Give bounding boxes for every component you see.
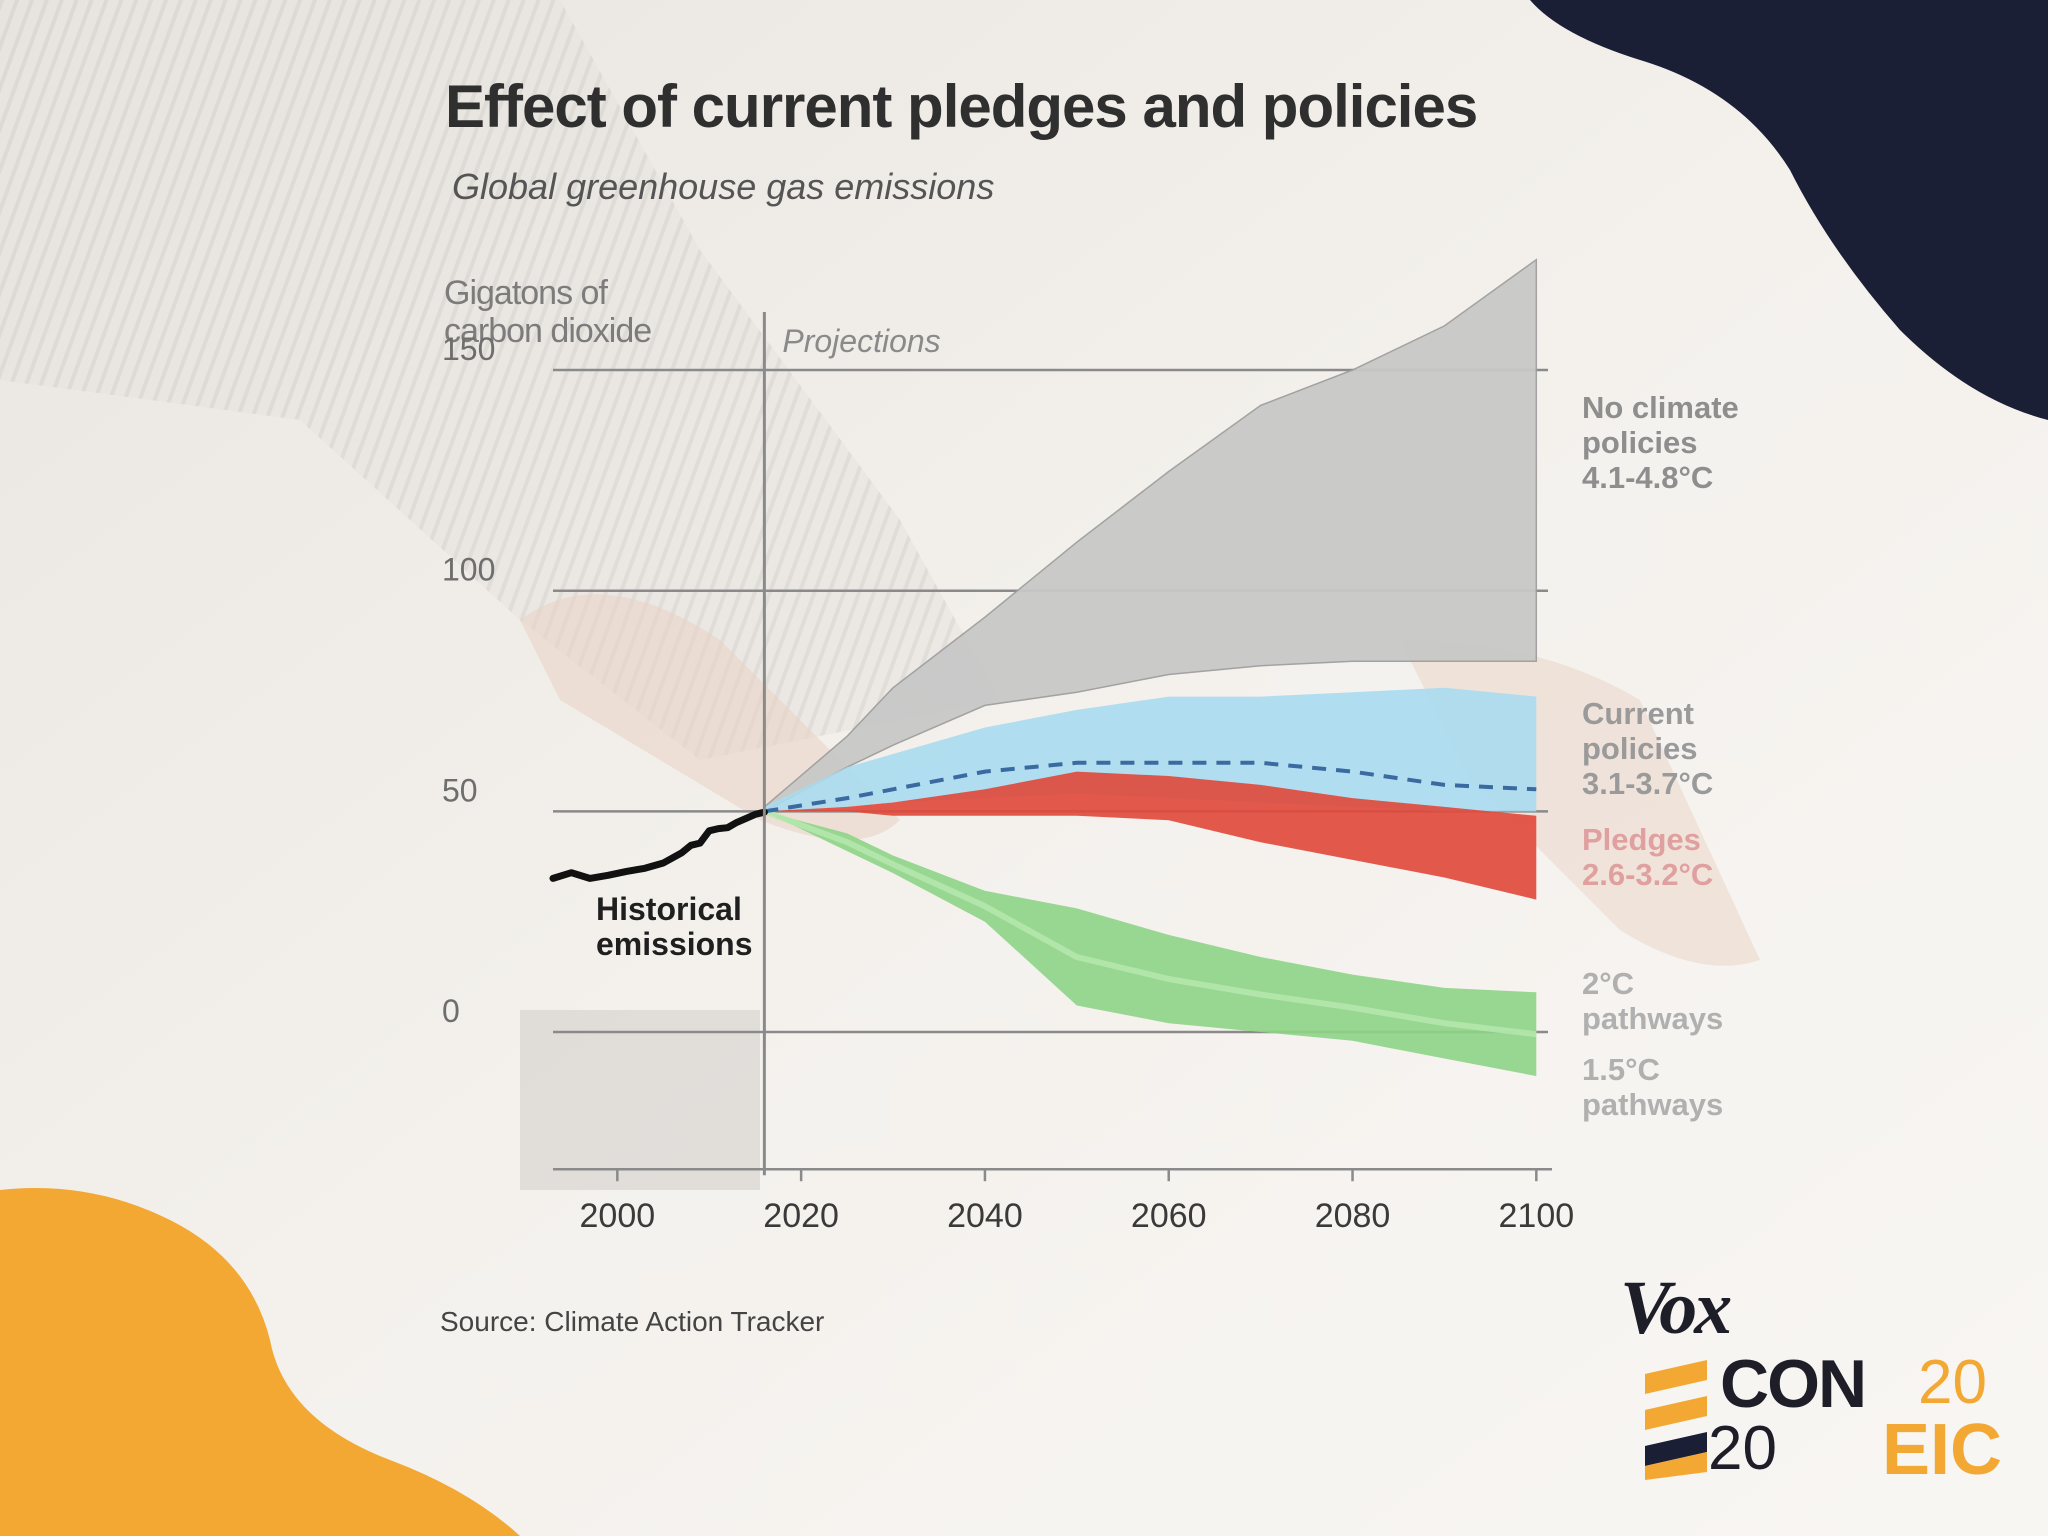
y-tick-label: 150 (442, 331, 495, 367)
x-tick-label: 2020 (763, 1197, 839, 1235)
current-policy-median-line (764, 760, 1537, 814)
band-label-line: Current (1582, 696, 1694, 731)
band-label-line: 1.5°C (1582, 1052, 1660, 1087)
pledges-band (764, 771, 1537, 900)
band-label-line: pathways (1582, 1087, 1723, 1122)
background-laptop (520, 1010, 760, 1190)
x-tick-label: 2080 (1315, 1197, 1391, 1235)
band-label-line: Pledges (1582, 822, 1701, 857)
background-shirt (0, 0, 1000, 760)
historical-label-line: emissions (596, 926, 753, 962)
emission-bands (763, 258, 1538, 1077)
eic-wordmark: EIC (1882, 1410, 2003, 1490)
x-tick-label: 2100 (1499, 1197, 1575, 1235)
y-axis-label-line-1: Gigatons of (444, 274, 608, 312)
y-axis-label-line-2: carbon dioxide (444, 312, 651, 350)
x-tick-label: 2000 (580, 1197, 656, 1235)
year-top: 20 (1918, 1348, 1987, 1417)
band-label-line: 2.6-3.2°C (1582, 857, 1713, 892)
historical-label-line: Historical (596, 891, 742, 927)
source-note: Source: Climate Action Tracker (440, 1306, 825, 1337)
x-tick-label: 2060 (1131, 1197, 1207, 1235)
vox-econ-logo: Vox CON 20 20 EIC (1620, 1265, 2020, 1490)
two-degree-band (764, 811, 1537, 1077)
x-tick-label: 2040 (947, 1197, 1023, 1235)
projections-label: Projections (782, 323, 940, 359)
current-policy-band (764, 687, 1537, 812)
band-label-line: 4.1-4.8°C (1582, 460, 1713, 495)
econ-wordmark: CON (1720, 1346, 1867, 1422)
band-label-line: No climate (1582, 390, 1739, 425)
series-lines (549, 760, 1537, 882)
no-policy-band (763, 258, 1538, 813)
chart-subtitle: Global greenhouse gas emissions (452, 166, 995, 207)
year-bottom: 20 (1708, 1414, 1777, 1483)
chart-title: Effect of current pledges and policies (445, 73, 1478, 140)
band-label-line: pathways (1582, 1001, 1723, 1036)
econ-e-mark-icon (1645, 1360, 1707, 1480)
band-label-line: policies (1582, 731, 1697, 766)
y-tick-label: 50 (442, 772, 478, 808)
band-label-line: 3.1-3.7°C (1582, 766, 1713, 801)
band-label-line: 2°C (1582, 966, 1634, 1001)
orange-blob (0, 1188, 520, 1536)
vox-wordmark: Vox (1620, 1266, 1732, 1350)
navy-blob (1530, 0, 2048, 420)
one-point-five-degree-line (763, 808, 1537, 1038)
band-label-line: policies (1582, 425, 1697, 460)
y-tick-label: 100 (442, 552, 495, 588)
axes: 150 100 50 0 2000 2020 2040 2060 2080 2100 Project… (442, 312, 1574, 1235)
historical-emissions-line (549, 808, 768, 882)
y-tick-label: 0 (442, 993, 460, 1029)
